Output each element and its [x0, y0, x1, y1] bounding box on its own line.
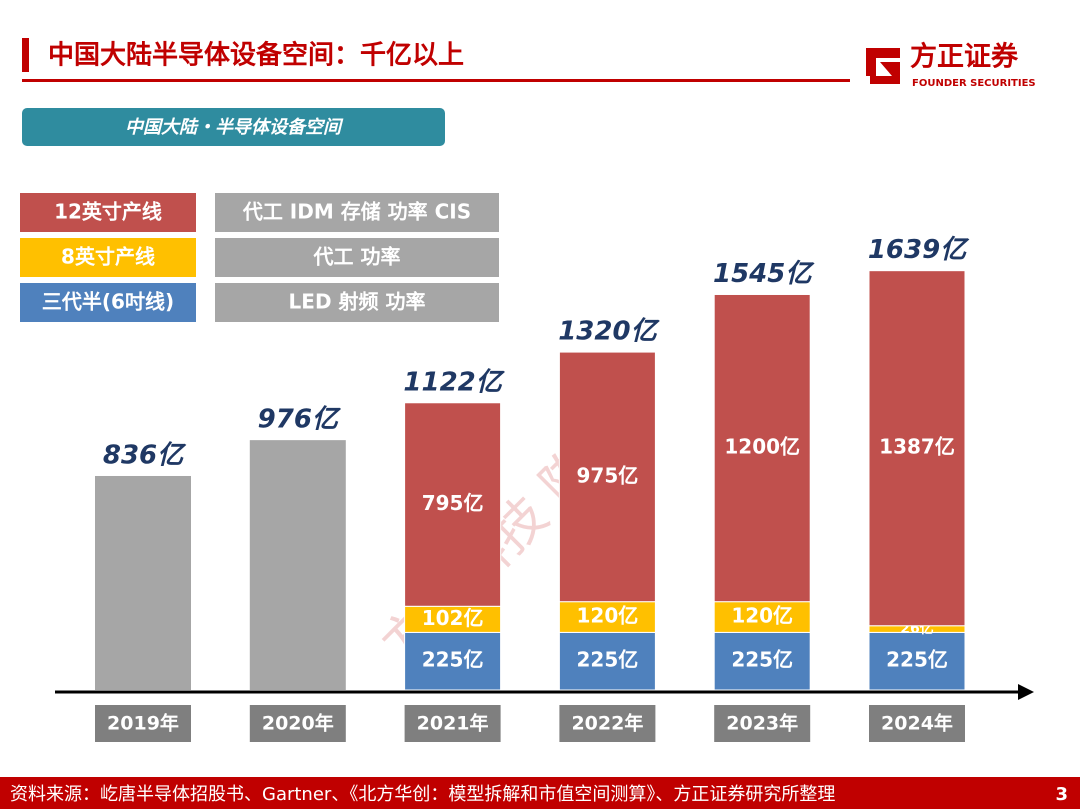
logo-english: FOUNDER SECURITIES: [912, 78, 1036, 89]
category-box: [404, 705, 501, 742]
legend-note: LED 射频 功率: [289, 290, 426, 314]
segment-label: 975亿: [577, 463, 639, 487]
bar-segment: [868, 270, 966, 627]
segment-label: 225亿: [731, 648, 793, 672]
segment-label: 1200亿: [724, 435, 800, 459]
chart-title: 中国大陆・半导体设备空间: [125, 117, 344, 138]
segment-label: 1387亿: [879, 435, 955, 459]
source-bar: [0, 777, 1080, 809]
slide-title: 中国大陆半导体设备空间：千亿以上: [48, 40, 464, 71]
total-label: 1122亿: [403, 367, 505, 397]
source: 资料来源：屹唐半导体招股书、Gartner、《北方华创：模型拆解和市值空间测算》…: [10, 784, 835, 805]
category-box: [869, 705, 965, 742]
bar-segment: [404, 402, 502, 607]
category-box: [559, 705, 656, 742]
legend-label: 12英寸产线: [54, 200, 162, 224]
bar-segment: [713, 631, 811, 691]
bar: [249, 440, 346, 690]
legend-note-box: [215, 238, 499, 277]
bar-segment: [404, 605, 502, 633]
title-rule: [22, 79, 850, 82]
legend-label: 三代半(6吋线): [42, 290, 174, 314]
legend-swatch: [20, 193, 196, 232]
legend-label: 8英寸产线: [61, 245, 155, 269]
total-label: 836亿: [103, 440, 187, 470]
chart-banner: [22, 108, 445, 146]
category-box: [249, 705, 346, 742]
segment-label: 102亿: [422, 606, 484, 630]
legend-swatch: [20, 238, 196, 277]
bar-segment: [558, 601, 656, 633]
legend-note-box: [215, 193, 499, 232]
segment-label: 795亿: [422, 491, 484, 515]
logo-mark: [866, 48, 900, 84]
x-tick-label: 2024年: [881, 712, 953, 735]
page-number: 3: [1055, 784, 1068, 805]
segment-label: 225亿: [886, 648, 948, 672]
bar-segment: [558, 631, 656, 691]
bar-segment: [404, 631, 502, 691]
legend-note: 代工 功率: [313, 245, 401, 269]
x-tick-label: 2021年: [417, 712, 489, 735]
total-label: 1639亿: [868, 235, 970, 265]
total-label: 1320亿: [558, 317, 660, 347]
bar-segment: [713, 601, 811, 633]
segment-label: 225亿: [422, 648, 484, 672]
legend-note-box: [215, 283, 499, 322]
total-label: 1545亿: [713, 259, 815, 289]
category-box: [714, 705, 811, 742]
x-tick-label: 2023年: [726, 712, 798, 735]
bar-segment: [558, 351, 656, 603]
logo-name: 方正证券: [910, 41, 1019, 73]
segment-label: 120亿: [731, 604, 793, 628]
bar-segment: [713, 293, 811, 603]
x-tick-label: 2020年: [262, 712, 334, 735]
category-box: [95, 705, 191, 742]
bar: [95, 475, 191, 690]
x-tick-label: 2022年: [571, 712, 643, 735]
segment-label: 225亿: [577, 648, 639, 672]
axis-arrow: [1018, 684, 1034, 700]
legend-swatch: [20, 283, 196, 322]
x-tick-label: 2019年: [107, 712, 179, 735]
title-marker: [22, 38, 29, 72]
segment-label: 120亿: [577, 604, 639, 628]
total-label: 976亿: [258, 405, 342, 435]
legend-note: 代工 IDM 存储 功率 CIS: [242, 200, 471, 224]
